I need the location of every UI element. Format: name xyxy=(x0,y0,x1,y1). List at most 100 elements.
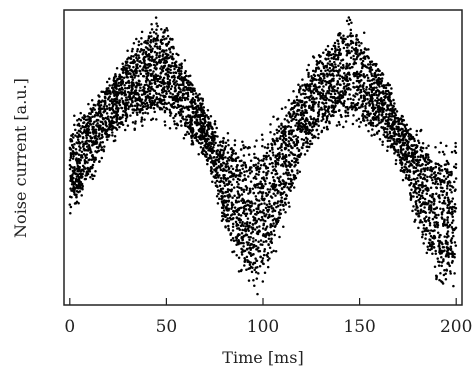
data-point xyxy=(178,69,181,73)
data-point xyxy=(221,195,225,199)
data-point xyxy=(246,224,249,228)
data-point xyxy=(186,107,190,111)
data-point xyxy=(201,99,205,102)
data-point xyxy=(173,95,177,98)
data-point xyxy=(269,188,272,191)
data-point xyxy=(416,209,420,212)
data-point xyxy=(369,123,373,127)
data-point xyxy=(398,138,401,141)
data-point xyxy=(260,191,263,194)
data-point xyxy=(103,107,106,111)
data-point xyxy=(445,144,448,148)
data-point xyxy=(92,140,95,143)
data-point xyxy=(75,167,79,170)
data-point xyxy=(284,138,288,142)
data-point xyxy=(427,156,430,159)
data-point xyxy=(446,211,450,215)
data-point xyxy=(198,93,201,96)
data-point xyxy=(154,16,158,19)
data-point xyxy=(274,159,277,163)
data-point xyxy=(124,64,127,67)
data-point xyxy=(100,148,103,152)
data-point xyxy=(137,40,141,43)
data-point xyxy=(94,150,97,153)
data-point xyxy=(80,150,84,153)
data-point xyxy=(311,105,315,108)
data-point xyxy=(255,172,258,176)
data-point xyxy=(441,150,445,154)
data-point xyxy=(253,212,257,216)
data-point xyxy=(317,112,320,115)
data-point xyxy=(97,107,101,111)
data-point xyxy=(213,119,217,123)
data-point xyxy=(227,219,231,223)
data-point xyxy=(253,284,256,287)
data-point xyxy=(211,127,214,131)
data-point xyxy=(365,54,369,58)
data-point xyxy=(423,210,427,214)
data-point xyxy=(420,235,424,239)
data-point xyxy=(209,155,212,158)
data-point xyxy=(427,161,431,164)
data-point xyxy=(306,149,309,152)
data-point xyxy=(396,140,399,143)
data-point xyxy=(156,104,159,107)
data-point xyxy=(230,238,233,242)
data-point xyxy=(441,193,444,197)
data-point xyxy=(196,104,199,108)
data-point xyxy=(366,79,370,82)
data-point xyxy=(242,144,245,147)
data-point xyxy=(141,53,144,56)
data-point xyxy=(293,177,296,181)
data-point xyxy=(380,126,384,129)
data-point xyxy=(273,233,276,237)
data-point xyxy=(310,82,314,85)
data-point xyxy=(290,119,293,123)
data-point xyxy=(144,52,148,55)
data-point xyxy=(391,107,394,110)
data-point xyxy=(417,139,420,143)
data-point xyxy=(446,175,450,179)
data-point xyxy=(438,278,441,282)
data-point xyxy=(442,179,446,183)
data-point xyxy=(193,116,197,119)
data-point xyxy=(259,180,262,184)
data-point xyxy=(277,216,280,219)
data-point xyxy=(282,141,286,144)
data-point xyxy=(125,72,128,76)
data-point xyxy=(388,139,392,143)
data-point xyxy=(312,108,315,111)
data-point xyxy=(235,174,238,177)
data-point xyxy=(419,211,422,215)
data-point xyxy=(222,202,225,205)
data-point xyxy=(271,176,275,179)
data-point xyxy=(298,123,301,127)
data-point xyxy=(148,82,152,86)
data-point xyxy=(244,163,247,167)
data-point xyxy=(179,99,182,102)
data-point xyxy=(140,118,144,121)
data-point xyxy=(178,96,182,99)
data-point xyxy=(156,101,159,104)
data-point xyxy=(269,130,272,134)
data-point xyxy=(382,86,386,90)
data-point xyxy=(419,154,423,157)
data-point xyxy=(368,94,371,97)
data-point xyxy=(215,155,219,159)
data-point xyxy=(367,56,370,60)
data-point xyxy=(413,178,417,181)
data-point xyxy=(140,116,144,119)
data-point xyxy=(178,86,181,90)
data-point xyxy=(217,160,221,163)
data-point xyxy=(322,51,325,55)
data-point xyxy=(111,131,114,134)
data-point xyxy=(431,236,434,239)
data-point xyxy=(314,119,318,123)
data-point xyxy=(407,165,411,168)
data-point xyxy=(76,138,80,142)
data-point xyxy=(412,170,416,173)
data-point xyxy=(430,160,433,163)
data-point xyxy=(236,227,239,230)
data-point xyxy=(77,202,80,205)
data-point xyxy=(116,91,119,95)
